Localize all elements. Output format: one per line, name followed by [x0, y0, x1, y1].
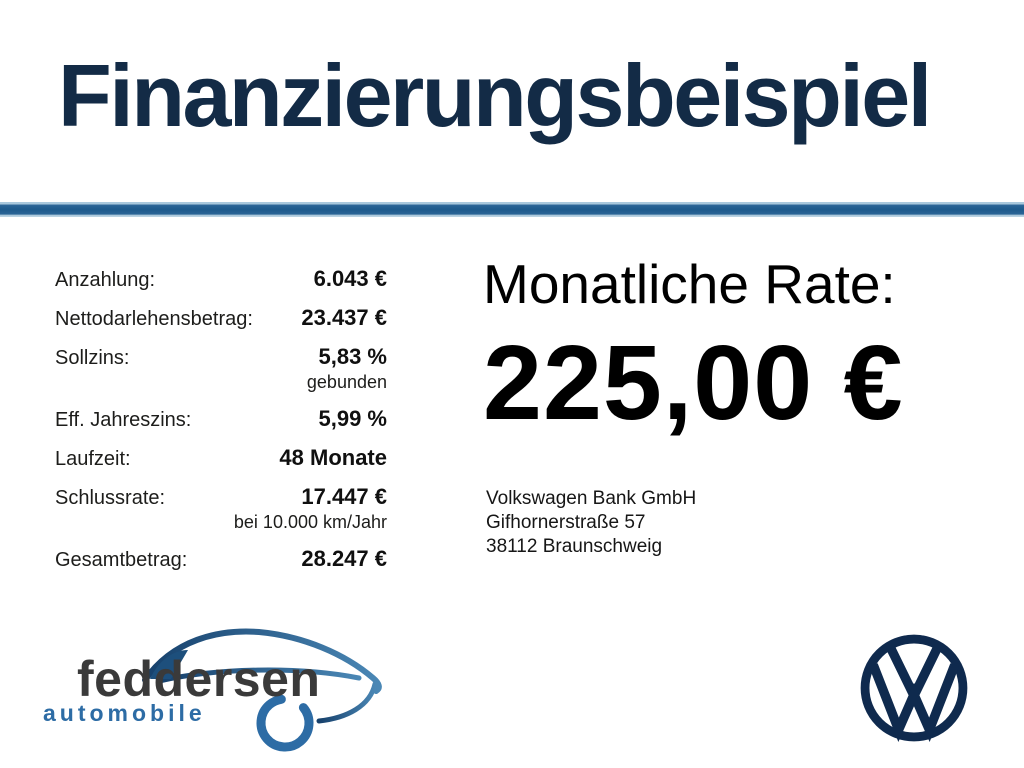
detail-row-schlussrate: Schlussrate: 17.447 € bei 10.000 km/Jahr	[55, 484, 387, 534]
detail-value: 23.437 €	[301, 305, 387, 330]
detail-value: 28.247 €	[301, 546, 387, 571]
monthly-rate-label: Monatliche Rate:	[483, 253, 896, 315]
detail-note: bei 10.000 km/Jahr	[233, 512, 387, 532]
detail-label: Schlussrate:	[55, 487, 166, 509]
detail-row-laufzeit: Laufzeit: 48 Monate	[55, 445, 387, 472]
detail-value: 48 Monate	[279, 445, 387, 470]
detail-value: 6.043 €	[313, 266, 387, 291]
page-title: Finanzierungsbeispiel	[58, 46, 932, 145]
detail-value: 17.447 €	[301, 484, 387, 509]
bank-city: 38112 Braunschweig	[486, 536, 663, 557]
detail-row-gesamtbetrag: Gesamtbetrag: 28.247 €	[55, 546, 387, 573]
vw-logo-icon	[860, 634, 968, 743]
monthly-rate-block: Monatliche Rate: 225,00 €	[483, 253, 1023, 436]
finance-details-list: Anzahlung: 6.043 € Nettodarlehensbetrag:…	[55, 266, 387, 585]
detail-label: Gesamtbetrag:	[55, 549, 188, 571]
car-outline-icon	[142, 628, 382, 752]
dealer-logo: feddersen automobile	[35, 620, 415, 762]
monthly-rate-value: 225,00 €	[483, 324, 904, 443]
detail-label: Laufzeit:	[55, 448, 131, 470]
detail-row-anzahlung: Anzahlung: 6.043 €	[55, 266, 387, 293]
detail-value: 5,83 %	[318, 344, 388, 369]
detail-label: Eff. Jahreszins:	[55, 409, 192, 431]
detail-label: Nettodarlehensbetrag:	[55, 308, 253, 330]
detail-row-nettodarlehensbetrag: Nettodarlehensbetrag: 23.437 €	[55, 305, 387, 332]
detail-label: Sollzins:	[55, 347, 130, 369]
dealer-logo-name: feddersen	[77, 651, 321, 707]
bank-address: Volkswagen Bank GmbH Gifhornerstraße 57 …	[486, 487, 696, 559]
detail-note: gebunden	[306, 372, 387, 392]
bank-name: Volkswagen Bank GmbH	[486, 488, 697, 509]
detail-row-eff-jahreszins: Eff. Jahreszins: 5,99 %	[55, 406, 387, 433]
detail-value: 5,99 %	[318, 406, 388, 431]
dealer-logo-subtitle: automobile	[43, 700, 206, 726]
detail-row-sollzins: Sollzins: 5,83 % gebunden	[55, 344, 387, 394]
bank-street: Gifhornerstraße 57	[486, 512, 646, 533]
detail-label: Anzahlung:	[55, 269, 156, 291]
divider-bar	[0, 202, 1024, 217]
